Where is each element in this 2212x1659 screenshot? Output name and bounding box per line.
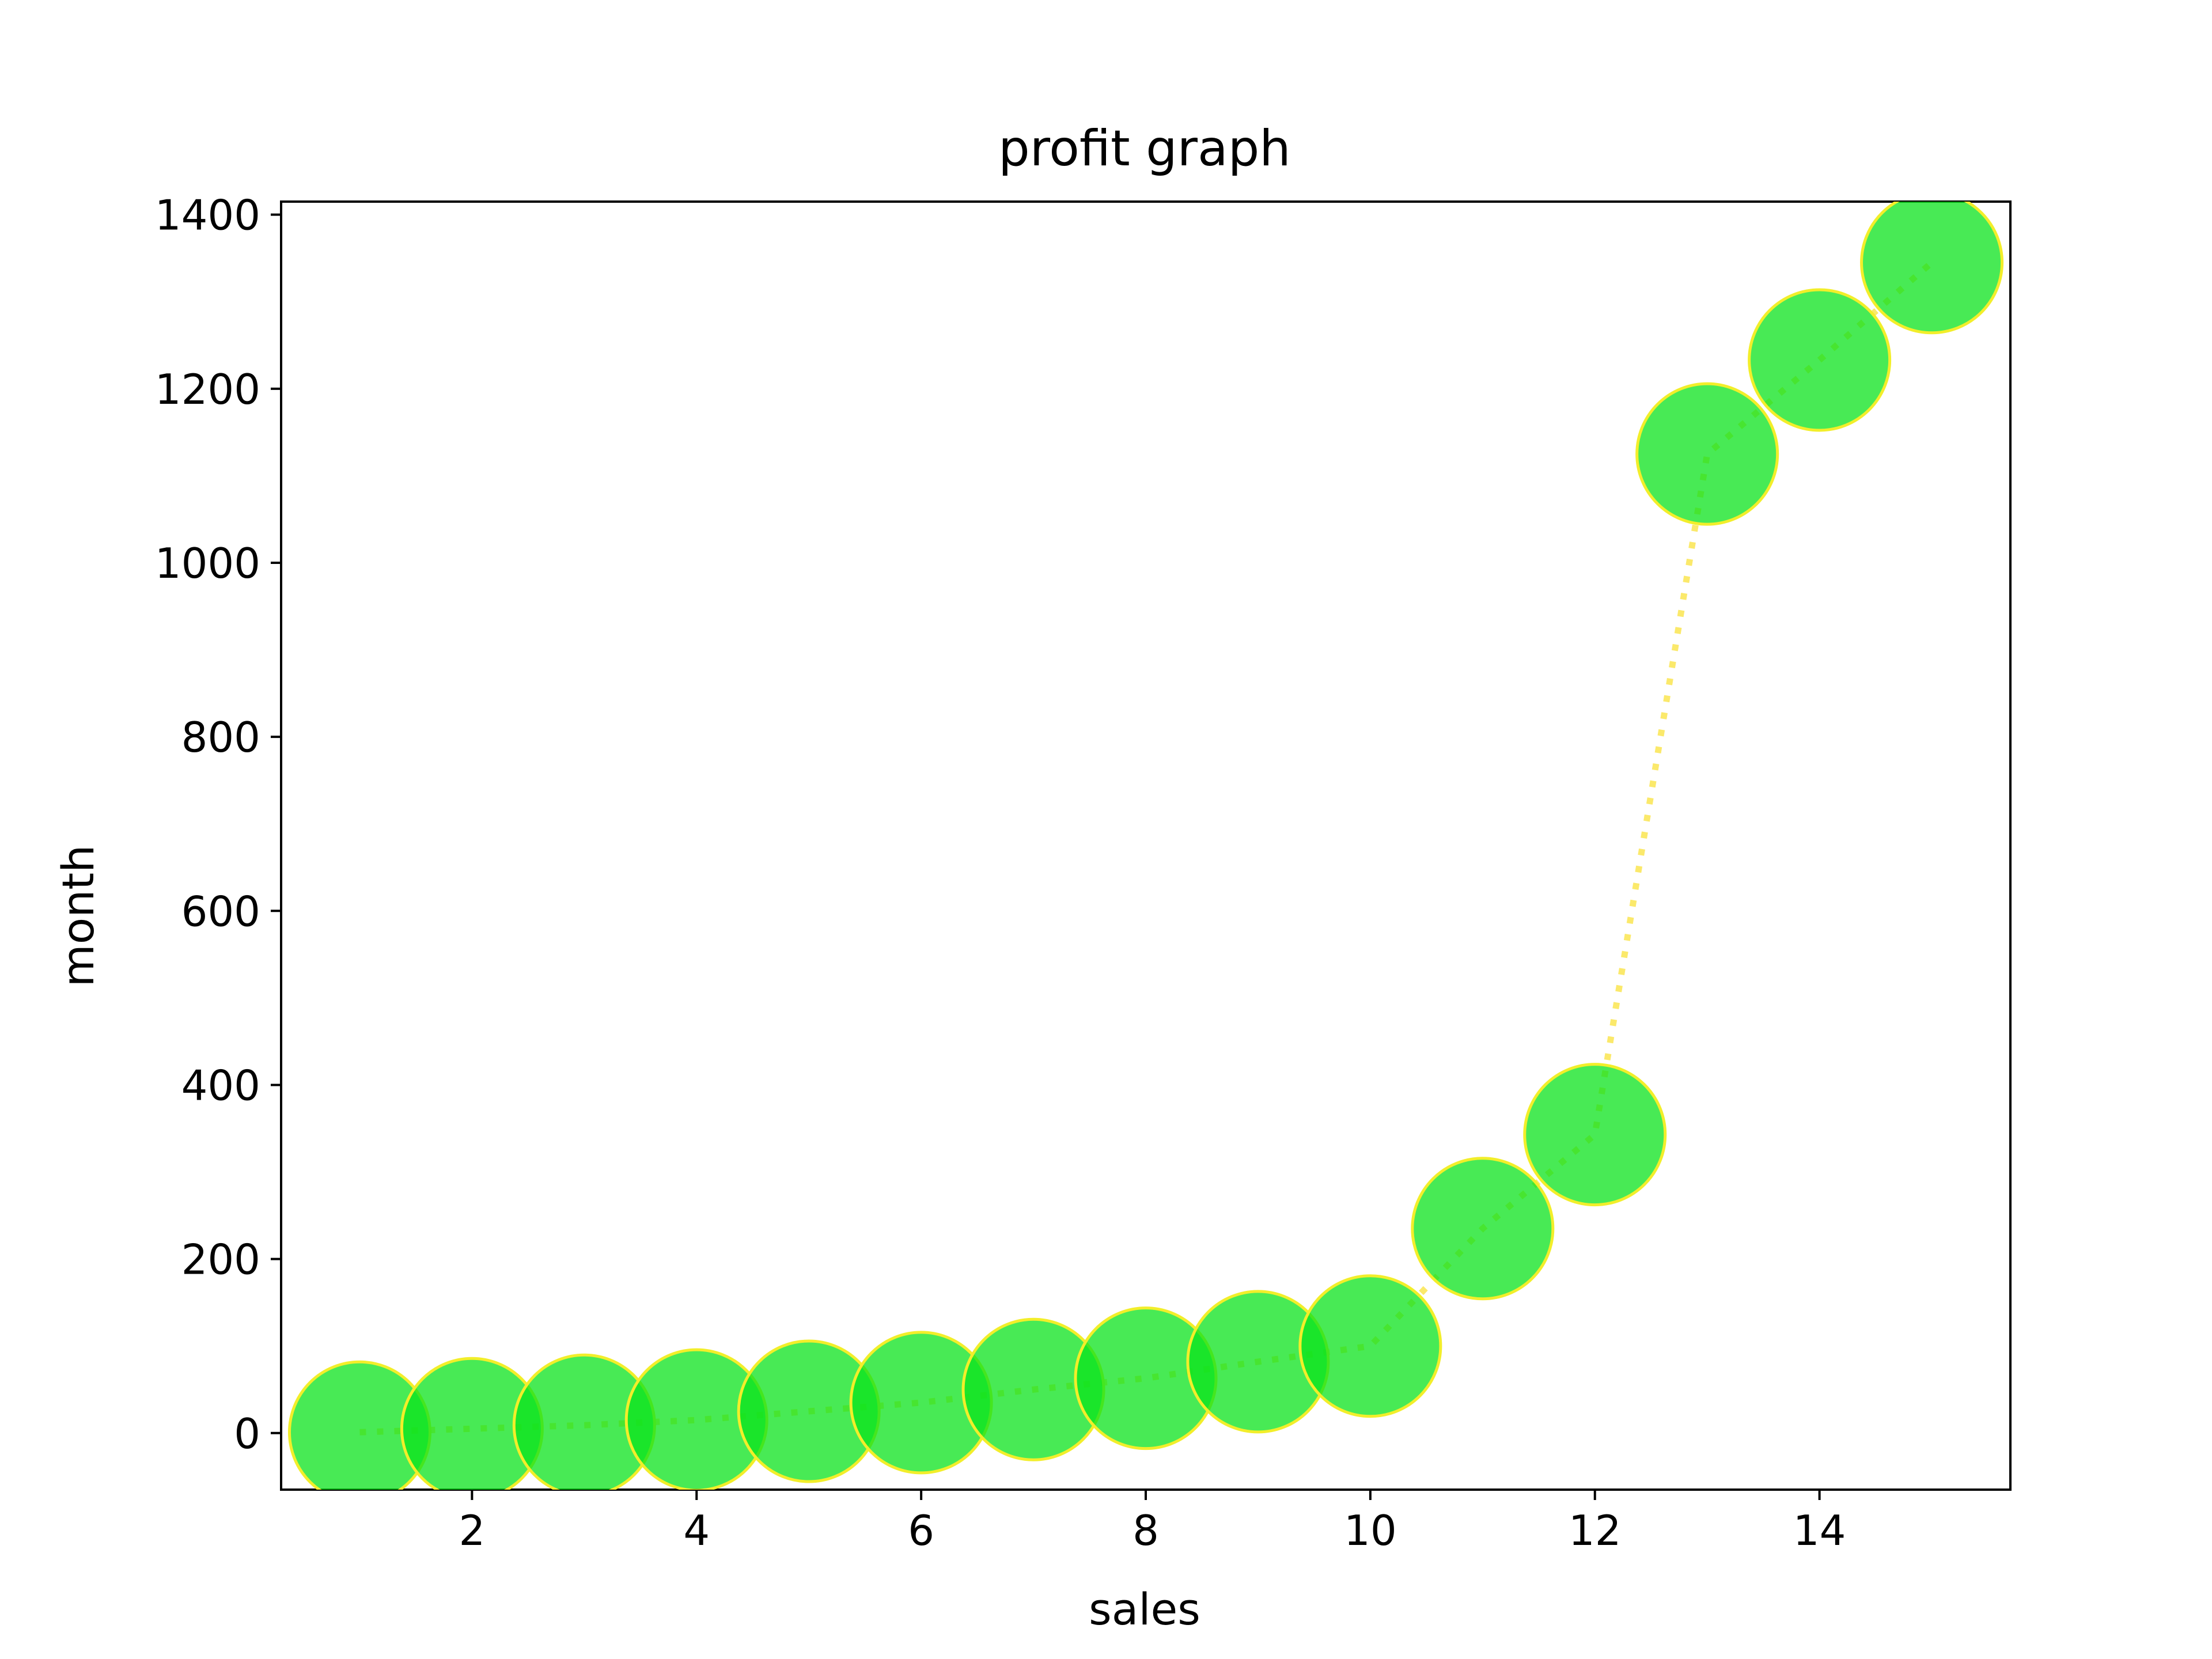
x-axis-label: sales bbox=[1089, 1584, 1200, 1635]
x-tick-label: 2 bbox=[459, 1506, 485, 1555]
y-tick-label: 200 bbox=[181, 1236, 260, 1284]
x-tick-label: 14 bbox=[1793, 1506, 1846, 1555]
y-axis-label: month bbox=[52, 845, 104, 987]
y-tick-label: 600 bbox=[181, 887, 260, 935]
x-tick-label: 6 bbox=[908, 1506, 934, 1555]
x-tick-label: 4 bbox=[683, 1506, 710, 1555]
data-point bbox=[1635, 382, 1779, 526]
plot-area: 2 4 6 8 10 12 14 0 200 400 600 800 1000 1200 1400 bbox=[155, 191, 2012, 1555]
y-tick-label: 800 bbox=[181, 713, 260, 762]
data-point bbox=[1748, 288, 1892, 432]
data-point bbox=[1523, 1063, 1667, 1207]
y-tick-label: 1000 bbox=[155, 539, 260, 588]
x-tick-label: 12 bbox=[1569, 1506, 1622, 1555]
y-tick-label: 1400 bbox=[155, 191, 260, 240]
x-tick-label: 10 bbox=[1344, 1506, 1397, 1555]
y-tick-label: 400 bbox=[181, 1061, 260, 1109]
chart-title: profit graph bbox=[998, 120, 1291, 177]
data-layer bbox=[287, 202, 2004, 1490]
data-point bbox=[1298, 1274, 1442, 1418]
y-tick-label: 0 bbox=[234, 1410, 260, 1458]
data-point bbox=[1411, 1157, 1555, 1301]
x-tick-label: 8 bbox=[1132, 1506, 1159, 1555]
data-point bbox=[1860, 202, 2004, 335]
y-tick-label: 1200 bbox=[155, 365, 260, 414]
